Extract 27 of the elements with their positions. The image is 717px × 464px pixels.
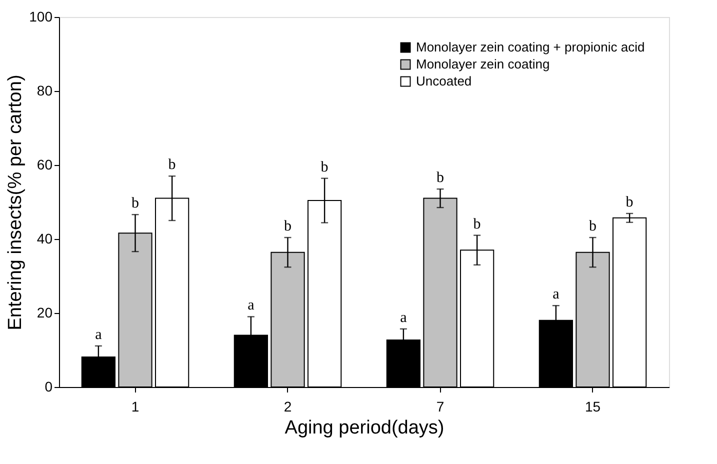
data-label: b (436, 170, 444, 186)
legend-label: Monolayer zein coating + propionic acid (416, 40, 645, 54)
y-axis-title: Entering insects(% per carton) (5, 74, 26, 330)
x-axis-title: Aging period(days) (284, 418, 444, 438)
y-tick-label: 60 (36, 156, 53, 172)
data-label: b (473, 216, 481, 232)
y-tick-label: 80 (36, 82, 53, 98)
data-label: b (626, 194, 634, 210)
y-tick-label: 20 (36, 304, 53, 320)
data-label: a (95, 326, 102, 343)
data-label: a (248, 298, 255, 314)
y-tick-label: 100 (29, 8, 53, 24)
data-label: a (552, 286, 560, 303)
data-label: b (168, 157, 176, 174)
data-label: b (284, 218, 292, 235)
data-label: b (320, 159, 328, 176)
legend-label: Monolayer zein coating (416, 56, 550, 72)
x-tick-label: 15 (584, 398, 601, 414)
y-tick-label: 0 (44, 378, 53, 394)
x-tick-label: 7 (436, 398, 444, 414)
x-tick-label: 2 (284, 398, 292, 414)
data-label: b (132, 196, 139, 212)
legend-label: Uncoated (416, 74, 472, 88)
x-tick-label: 1 (131, 398, 140, 414)
data-label: b (589, 218, 596, 235)
y-tick-label: 40 (36, 230, 53, 246)
data-label: a (400, 310, 408, 326)
